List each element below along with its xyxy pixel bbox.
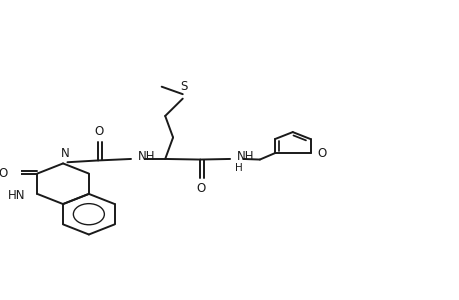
Text: O: O xyxy=(94,125,103,138)
Text: S: S xyxy=(180,80,187,93)
Text: O: O xyxy=(0,167,7,180)
Text: H: H xyxy=(235,163,242,173)
Text: NH: NH xyxy=(138,150,155,163)
Text: N: N xyxy=(60,148,69,160)
Text: O: O xyxy=(317,147,326,160)
Text: O: O xyxy=(196,182,205,195)
Text: NH: NH xyxy=(236,150,254,164)
Text: HN: HN xyxy=(7,189,25,202)
